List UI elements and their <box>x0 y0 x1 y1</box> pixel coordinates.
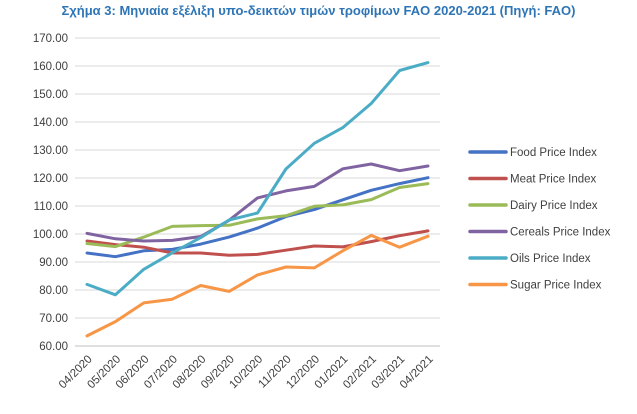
legend: Food Price Index Meat Price Index Dairy Pr… <box>468 147 611 292</box>
series-line-dairy-price-index <box>85 182 430 249</box>
y-tick-label: 150.00 <box>33 89 68 101</box>
figure-caption: Σχήμα 3: Μηνιαία εξέλιξη υπο-δεικτών τιμ… <box>61 3 576 18</box>
legend-label-food-price-index: Food Price Index <box>510 147 597 159</box>
series-line-meat-price-index <box>85 229 430 257</box>
y-tick-label: 70.00 <box>39 313 68 325</box>
series-line-food-price-index <box>85 176 430 259</box>
legend-label-sugar-price-index: Sugar Price Index <box>510 280 602 292</box>
y-tick-label: 60.00 <box>39 341 68 353</box>
y-tick-label: 80.00 <box>39 285 68 297</box>
y-axis: 60.00 70.00 80.00 90.00 100.00 110.00 120.00 13… <box>33 33 68 353</box>
y-tick-label: 130.00 <box>33 145 68 157</box>
series-line-sugar-price-index <box>85 233 430 338</box>
legend-label-meat-price-index: Meat Price Index <box>510 174 597 186</box>
y-tick-label: 170.00 <box>33 33 68 45</box>
y-tick-label: 110.00 <box>34 201 68 213</box>
y-tick-label: 120.00 <box>33 173 68 185</box>
series-layer <box>85 61 430 338</box>
y-tick-label: 160.00 <box>33 61 68 73</box>
series-line-oils-price-index <box>85 61 430 297</box>
legend-label-dairy-price-index: Dairy Price Index <box>510 200 598 212</box>
legend-label-cereals-price-index: Cereals Price Index <box>510 227 611 239</box>
y-tick-label: 100.00 <box>33 229 68 241</box>
legend-label-oils-price-index: Oils Price Index <box>510 253 591 265</box>
x-axis: 04/202005/202006/202007/202008/202009/20… <box>57 345 440 391</box>
y-tick-label: 140.00 <box>33 117 68 129</box>
y-tick-label: 90.00 <box>39 257 68 269</box>
series-line-cereals-price-index <box>85 162 430 243</box>
